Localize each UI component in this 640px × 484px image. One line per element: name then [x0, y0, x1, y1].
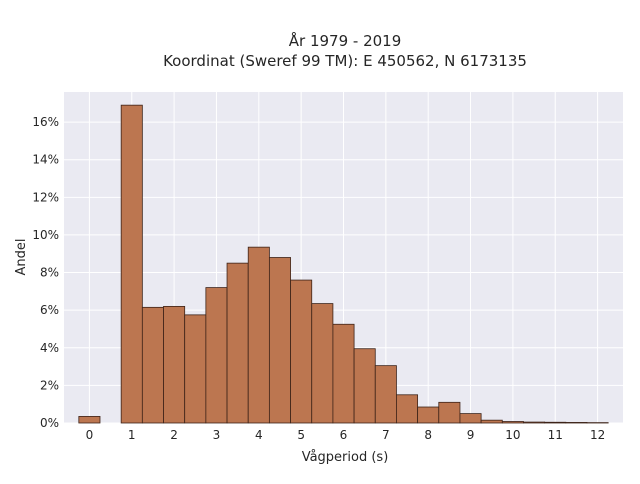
- x-tick-label: 4: [255, 428, 263, 442]
- histogram-bar: [396, 395, 417, 423]
- x-axis-label: Vågperiod (s): [302, 450, 389, 465]
- x-tick-label: 2: [170, 428, 178, 442]
- histogram-bar: [248, 247, 269, 423]
- histogram-bar: [79, 416, 100, 423]
- histogram-bar: [142, 307, 163, 423]
- y-tick-label: 12%: [32, 190, 59, 204]
- y-tick-label: 4%: [40, 341, 59, 355]
- chart-title-line-2: Koordinat (Sweref 99 TM): E 450562, N 61…: [163, 52, 527, 70]
- chart-title-line-1: År 1979 - 2019: [289, 31, 402, 50]
- y-tick-label: 6%: [40, 303, 59, 317]
- y-tick-label: 8%: [40, 266, 59, 280]
- y-tick-label: 14%: [32, 153, 59, 167]
- histogram-bar: [312, 304, 333, 423]
- histogram-bar: [185, 315, 206, 423]
- x-tick-label: 6: [340, 428, 348, 442]
- x-tick-label: 10: [505, 428, 520, 442]
- x-tick-label: 8: [424, 428, 432, 442]
- x-tick-label: 1: [128, 428, 136, 442]
- y-axis-label: Andel: [14, 239, 29, 276]
- histogram-bar: [375, 366, 396, 423]
- x-tick-label: 3: [213, 428, 221, 442]
- histogram-bar: [333, 324, 354, 423]
- histogram-bar: [418, 407, 439, 423]
- y-tick-label: 10%: [32, 228, 59, 242]
- histogram-bar: [354, 349, 375, 423]
- x-tick-label: 0: [86, 428, 94, 442]
- histogram-bar: [523, 422, 544, 423]
- y-tick-label: 16%: [32, 115, 59, 129]
- y-tick-label: 0%: [40, 416, 59, 430]
- histogram-bar: [545, 422, 566, 423]
- x-tick-label: 5: [297, 428, 305, 442]
- y-tick-labels: 0% 2% 4% 6% 8% 10% 12% 14% 16%: [32, 115, 59, 430]
- x-tick-label: 9: [467, 428, 475, 442]
- histogram-bar: [291, 280, 312, 423]
- histogram-bar: [439, 402, 460, 423]
- y-tick-label: 2%: [40, 378, 59, 392]
- x-tick-label: 11: [548, 428, 563, 442]
- histogram-bar: [566, 422, 587, 423]
- histogram-bar: [164, 306, 185, 423]
- x-tick-label: 7: [382, 428, 390, 442]
- histogram-bar: [206, 288, 227, 423]
- x-tick-label: 12: [590, 428, 605, 442]
- histogram-bar: [121, 105, 142, 423]
- histogram-bar: [502, 421, 523, 423]
- histogram-bar: [460, 414, 481, 423]
- histogram-bar: [269, 258, 290, 424]
- histogram-bar: [481, 420, 502, 423]
- histogram-bar: [227, 263, 248, 423]
